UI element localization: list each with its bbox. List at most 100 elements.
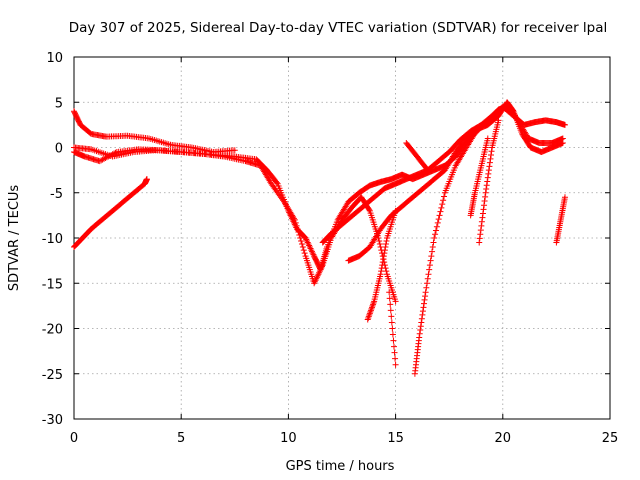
data-point-marker [386,295,393,302]
data-point-marker [480,206,487,213]
data-point-marker [383,268,390,275]
y-axis-title: SDTVAR / TECUs [7,185,22,292]
data-point-marker [389,325,396,332]
data-point-marker [438,204,445,211]
data-point-marker [486,163,493,170]
series-track-e [319,103,568,246]
data-point-marker [293,222,300,229]
data-point-marker [387,301,394,308]
data-point-marker [436,212,443,219]
data-point-marker [428,253,435,260]
data-point-marker [294,225,301,232]
data-point-marker [477,227,484,234]
data-point-marker [112,149,119,156]
data-point-marker [416,334,423,341]
data-point-marker [481,202,488,209]
data-point-marker [292,219,299,226]
data-point-marker [425,271,432,278]
y-tick-label: -20 [42,323,63,338]
data-point-marker [429,244,436,251]
data-point-marker [423,165,430,172]
data-point-marker [432,231,439,238]
data-point-marker [483,182,490,189]
data-point-marker [434,219,441,226]
data-point-marker [382,244,389,251]
data-point-marker [433,223,440,230]
data-point-marker [386,289,393,296]
series-track-d [71,176,150,251]
data-point-marker [432,227,439,234]
data-point-marker [559,139,566,146]
data-point-marker [389,331,396,338]
data-point-marker [392,207,399,214]
data-point-marker [485,167,492,174]
data-point-marker [476,235,483,242]
y-tick-label: -30 [42,413,63,428]
data-point-marker [424,280,431,287]
data-point-marker [388,319,395,326]
x-tick-label: 25 [602,431,619,446]
data-point-marker [376,241,383,248]
data-point-marker [478,222,485,229]
series-track-h [386,289,399,368]
data-point-marker [297,235,304,241]
series-track-g [364,207,399,323]
axis-ticks: 0 5 10 15 20 25 -30 -25 -20 -15 -10 -5 0 5 10 [42,51,619,446]
data-point-marker [380,253,387,260]
data-point-marker [421,300,428,307]
data-point-marker [299,244,306,251]
x-tick-label: 20 [495,431,512,446]
data-point-marker [481,198,488,205]
x-tick-label: 15 [387,431,404,446]
data-point-marker [561,194,568,201]
data-point-marker [418,315,425,322]
data-point-marker [418,319,425,326]
data-point-marker [377,271,384,278]
y-tick-label: 5 [55,96,63,111]
data-point-marker [417,323,424,330]
series-track-l [476,117,502,246]
x-tick-label: 5 [177,431,185,446]
data-point-marker [431,235,438,241]
data-point-marker [419,308,426,315]
y-tick-label: -25 [42,368,63,383]
data-point-marker [391,349,398,356]
data-point-marker [479,214,486,221]
data-point-marker [427,257,434,264]
chart-title: Day 307 of 2025, Sidereal Day-to-day VTE… [69,20,608,36]
series-track-i [403,139,431,174]
x-axis-title: GPS time / hours [286,459,395,474]
data-point-marker [273,179,280,186]
x-tick-label: 10 [280,431,297,446]
data-point-marker [420,304,427,311]
series-track-k [467,135,491,219]
data-point-marker [495,117,502,124]
data-point-marker [366,206,373,213]
data-point-marker [477,231,484,238]
data-point-marker [479,210,486,217]
data-point-marker [426,262,433,269]
series-track-m [553,194,568,246]
data-point-marker [484,135,491,142]
data-point-marker [441,193,448,200]
data-point-marker [296,231,303,238]
data-point-marker [392,361,399,368]
grid-lines [74,57,610,419]
data-point-marker [486,159,493,166]
data-point-marker [437,208,444,215]
data-point-marker [485,170,492,177]
data-point-marker [382,241,389,248]
data-point-marker [483,185,490,192]
data-point-marker [387,307,394,314]
series-track-a [71,108,238,156]
series-track-c [71,146,399,305]
data-point-marker [388,313,395,320]
data-point-marker [422,293,429,300]
data-point-marker [298,238,305,245]
data-point-marker [426,266,433,273]
data-point-marker [422,289,429,296]
y-tick-label: 0 [55,142,63,157]
series-track-j [411,126,481,377]
y-tick-label: 10 [46,51,63,66]
